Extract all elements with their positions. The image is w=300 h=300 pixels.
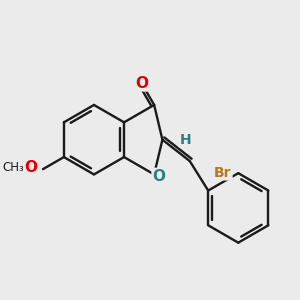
Text: O: O — [25, 160, 38, 175]
Text: O: O — [152, 169, 165, 184]
Text: Br: Br — [214, 166, 232, 180]
Text: O: O — [135, 76, 148, 91]
Text: CH₃: CH₃ — [3, 161, 24, 175]
Text: H: H — [180, 133, 191, 147]
